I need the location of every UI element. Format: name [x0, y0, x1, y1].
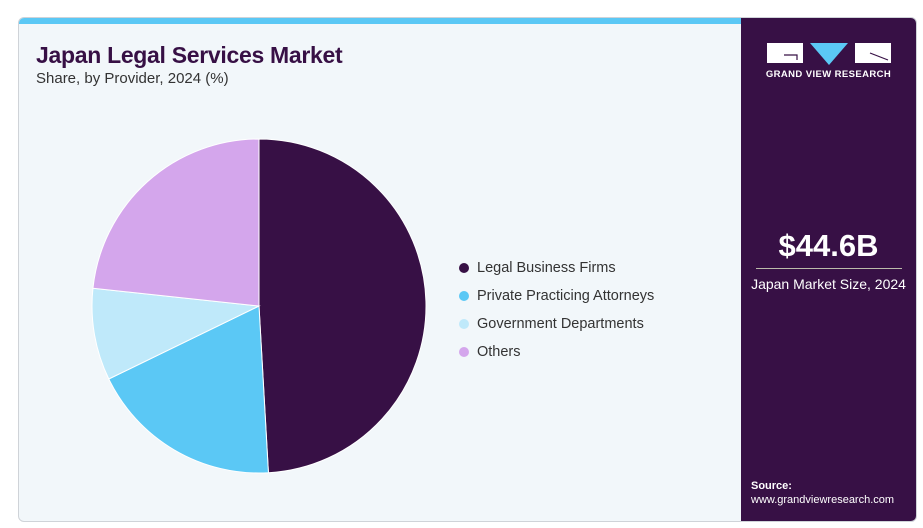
info-panel: GRAND VIEW RESEARCH $44.6B Japan Market …	[741, 18, 916, 521]
chart-title: Japan Legal Services Market	[36, 42, 343, 68]
legend-label: Government Departments	[477, 316, 644, 332]
pie-chart	[91, 138, 427, 474]
legend-item: Government Departments	[459, 310, 654, 338]
chart-subtitle: Share, by Provider, 2024 (%)	[36, 70, 229, 87]
legend-item: Others	[459, 338, 654, 366]
accent-bar	[19, 18, 741, 24]
brand-name: GRAND VIEW RESEARCH	[765, 69, 892, 80]
source-label: Source:	[751, 480, 792, 492]
source: Source: www.grandviewresearch.com	[751, 479, 894, 507]
source-url[interactable]: www.grandviewresearch.com	[751, 494, 895, 506]
legend-label: Private Practicing Attorneys	[477, 288, 655, 304]
legend-item: Legal Business Firms	[459, 254, 654, 282]
pie-slice-government-departments	[91, 287, 261, 380]
market-size-value: $44.6B	[778, 228, 879, 263]
legend-swatch	[459, 347, 469, 357]
legend-swatch	[459, 291, 469, 301]
legend-label: Legal Business Firms	[477, 260, 616, 276]
market-size-label: Japan Market Size, 2024	[751, 276, 906, 292]
pie-slice-legal-business-firms	[258, 138, 427, 474]
legend: Legal Business Firms Private Practicing A…	[459, 254, 654, 366]
legend-swatch	[459, 263, 469, 273]
legend-item: Private Practicing Attorneys	[459, 282, 654, 310]
legend-swatch	[459, 319, 469, 329]
pie-slice-others	[92, 138, 260, 307]
divider	[756, 268, 902, 269]
chart-card: Japan Legal Services Market Share, by Pr…	[18, 17, 917, 522]
legend-label: Others	[477, 344, 521, 360]
pie-slice-private-practicing-attorneys	[108, 305, 269, 474]
gvr-logo-icon	[767, 43, 891, 65]
